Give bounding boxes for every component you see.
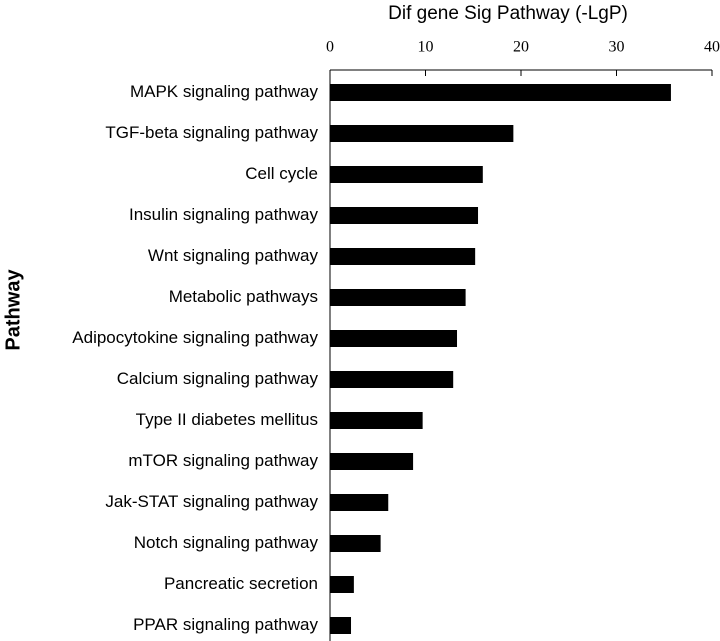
y-tick-label: MAPK signaling pathway bbox=[130, 82, 319, 101]
bar bbox=[330, 412, 423, 429]
bar bbox=[330, 289, 466, 306]
y-tick-label: Cell cycle bbox=[245, 164, 318, 183]
x-tick-label: 30 bbox=[609, 39, 625, 56]
y-tick-label: Jak-STAT signaling pathway bbox=[105, 492, 318, 511]
bar bbox=[330, 248, 476, 265]
y-tick-label: Calcium signaling pathway bbox=[117, 369, 319, 388]
bar bbox=[330, 166, 483, 183]
bar bbox=[330, 207, 479, 224]
bar bbox=[330, 125, 514, 142]
bar bbox=[330, 330, 458, 347]
y-axis-label: Pathway bbox=[2, 269, 24, 351]
y-tick-label: Adipocytokine signaling pathway bbox=[72, 328, 318, 347]
y-tick-label: PPAR signaling pathway bbox=[133, 615, 318, 634]
y-tick-label: Wnt signaling pathway bbox=[148, 246, 319, 265]
y-tick-label: Notch signaling pathway bbox=[134, 533, 319, 552]
x-tick-label: 10 bbox=[418, 39, 434, 56]
bar bbox=[330, 453, 414, 470]
y-tick-label: mTOR signaling pathway bbox=[128, 451, 318, 470]
y-tick-label: Metabolic pathways bbox=[169, 287, 318, 306]
y-tick-label: Insulin signaling pathway bbox=[129, 205, 319, 224]
y-tick-label: Pancreatic secretion bbox=[164, 574, 318, 593]
chart-title: Dif gene Sig Pathway (-LgP) bbox=[388, 3, 628, 24]
y-tick-label: TGF-beta signaling pathway bbox=[105, 123, 318, 142]
bar bbox=[330, 535, 381, 552]
bar bbox=[330, 494, 389, 511]
bar bbox=[330, 371, 454, 388]
bar bbox=[330, 84, 671, 101]
bar bbox=[330, 617, 352, 634]
bar bbox=[330, 576, 354, 593]
x-tick-label: 40 bbox=[704, 39, 720, 56]
y-tick-label: Type II diabetes mellitus bbox=[136, 410, 318, 429]
x-tick-label: 20 bbox=[513, 39, 529, 56]
x-tick-label: 0 bbox=[326, 39, 334, 56]
